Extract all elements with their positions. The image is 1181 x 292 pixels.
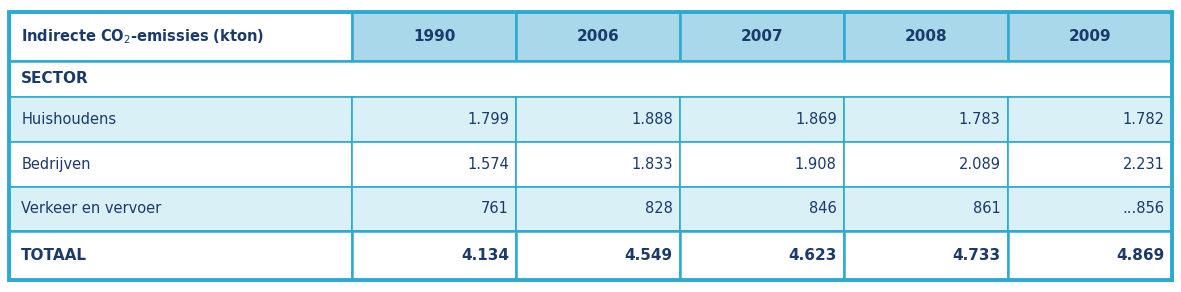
Bar	[352, 187, 516, 231]
Bar	[844, 97, 1007, 142]
Text: 861: 861	[973, 201, 1000, 216]
Bar	[516, 12, 680, 61]
Bar	[516, 231, 680, 280]
Bar	[844, 12, 1007, 61]
Text: Bedrijven: Bedrijven	[21, 157, 91, 172]
Text: 4.134: 4.134	[461, 248, 509, 263]
Text: TOTAAL: TOTAAL	[21, 248, 87, 263]
Bar	[1007, 187, 1172, 231]
Text: Verkeer en vervoer: Verkeer en vervoer	[21, 201, 162, 216]
Bar	[516, 187, 680, 231]
Bar	[1007, 142, 1172, 187]
Bar	[352, 97, 516, 142]
Text: 1.833: 1.833	[632, 157, 673, 172]
Bar	[9, 97, 352, 142]
Text: 4.623: 4.623	[789, 248, 837, 263]
Text: SECTOR: SECTOR	[21, 71, 89, 86]
Text: 2007: 2007	[740, 29, 783, 44]
Bar	[1007, 97, 1172, 142]
Bar	[680, 142, 844, 187]
Text: 4.733: 4.733	[953, 248, 1000, 263]
Bar	[9, 61, 1172, 97]
Bar	[516, 97, 680, 142]
Text: 846: 846	[809, 201, 837, 216]
Bar	[352, 142, 516, 187]
Text: 4.869: 4.869	[1116, 248, 1164, 263]
Text: 2008: 2008	[905, 29, 947, 44]
Bar	[9, 142, 352, 187]
Bar	[352, 12, 516, 61]
Bar	[680, 12, 844, 61]
Text: 1.799: 1.799	[468, 112, 509, 127]
Text: 828: 828	[645, 201, 673, 216]
Text: 1.908: 1.908	[795, 157, 837, 172]
Text: 761: 761	[481, 201, 509, 216]
Text: 1990: 1990	[413, 29, 456, 44]
Bar	[844, 231, 1007, 280]
Bar	[9, 231, 352, 280]
Text: 1.783: 1.783	[959, 112, 1000, 127]
Text: ...856: ...856	[1122, 201, 1164, 216]
Text: Huishoudens: Huishoudens	[21, 112, 117, 127]
Text: 2.089: 2.089	[959, 157, 1000, 172]
Bar	[844, 142, 1007, 187]
Bar	[680, 187, 844, 231]
Bar	[844, 187, 1007, 231]
Text: 1.782: 1.782	[1122, 112, 1164, 127]
Text: 2006: 2006	[576, 29, 619, 44]
Text: 1.888: 1.888	[631, 112, 673, 127]
Bar	[516, 142, 680, 187]
Bar	[352, 231, 516, 280]
Text: 2009: 2009	[1069, 29, 1111, 44]
Bar	[680, 97, 844, 142]
Text: 4.549: 4.549	[625, 248, 673, 263]
Text: 1.574: 1.574	[468, 157, 509, 172]
Bar	[1007, 12, 1172, 61]
Bar	[9, 12, 352, 61]
Bar	[9, 187, 352, 231]
Bar	[680, 231, 844, 280]
Text: Indirecte CO$_2$-emissies (kton): Indirecte CO$_2$-emissies (kton)	[21, 27, 265, 46]
Text: 1.869: 1.869	[795, 112, 837, 127]
Bar	[1007, 231, 1172, 280]
Text: 2.231: 2.231	[1123, 157, 1164, 172]
